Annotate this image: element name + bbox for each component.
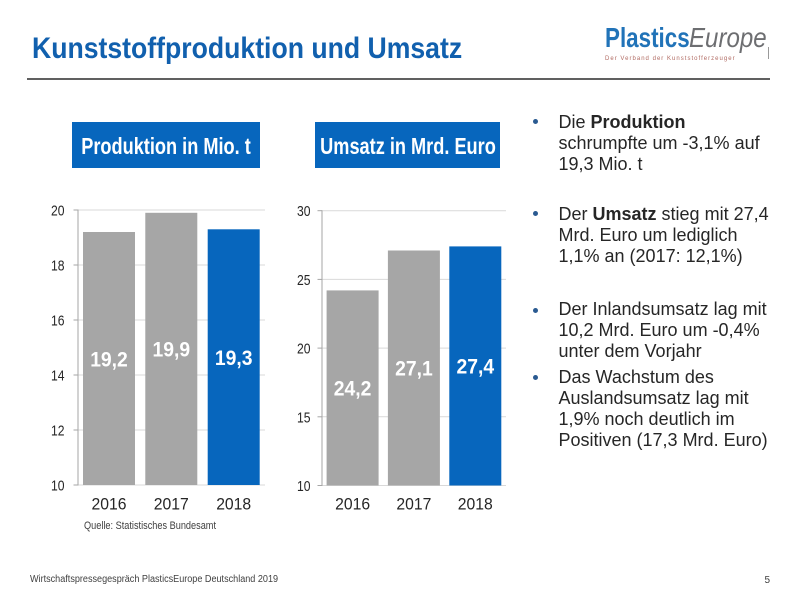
svg-text:27,1: 27,1 xyxy=(395,358,433,381)
svg-text:2016: 2016 xyxy=(92,495,127,514)
svg-text:12: 12 xyxy=(51,423,65,440)
svg-text:2018: 2018 xyxy=(458,495,493,514)
svg-text:2018: 2018 xyxy=(216,495,251,514)
svg-text:19,3: 19,3 xyxy=(215,347,253,370)
svg-text:10: 10 xyxy=(51,478,65,495)
svg-text:19,2: 19,2 xyxy=(90,348,128,371)
svg-text:24,2: 24,2 xyxy=(334,378,372,401)
svg-text:16: 16 xyxy=(51,313,65,330)
svg-text:25: 25 xyxy=(297,272,311,289)
svg-text:2016: 2016 xyxy=(335,495,370,514)
svg-text:18: 18 xyxy=(51,258,65,275)
svg-text:15: 15 xyxy=(297,409,311,426)
svg-text:27,4: 27,4 xyxy=(457,356,495,379)
svg-text:14: 14 xyxy=(51,368,65,385)
svg-text:20: 20 xyxy=(51,203,65,220)
svg-text:Quelle: Statistisches Bundesam: Quelle: Statistisches Bundesamt xyxy=(84,520,216,532)
svg-text:19,9: 19,9 xyxy=(153,339,191,362)
svg-text:2017: 2017 xyxy=(396,495,431,514)
svg-text:30: 30 xyxy=(297,203,311,220)
svg-text:20: 20 xyxy=(297,341,311,358)
svg-text:10: 10 xyxy=(297,478,311,495)
svg-text:2017: 2017 xyxy=(154,495,189,514)
